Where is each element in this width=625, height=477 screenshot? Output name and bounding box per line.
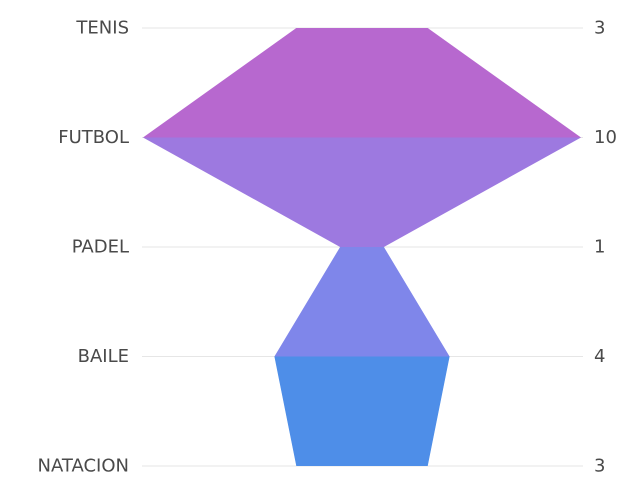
- value-label: 4: [594, 346, 605, 367]
- value-label: 3: [594, 456, 605, 477]
- category-labels: TENIS FUTBOL PADEL BAILE NATACION: [38, 18, 130, 477]
- segment-futbol-padel[interactable]: [143, 137, 581, 248]
- category-label: TENIS: [75, 18, 129, 39]
- segment-tenis-futbol[interactable]: [143, 28, 581, 138]
- category-label: FUTBOL: [58, 127, 129, 148]
- category-label: PADEL: [72, 237, 129, 258]
- segment-baile-natacion[interactable]: [274, 356, 450, 467]
- chart-segments: [143, 28, 581, 466]
- segment-padel-baile[interactable]: [274, 247, 450, 357]
- value-labels: 3 10 1 4 3: [594, 18, 617, 477]
- value-label: 1: [594, 237, 605, 258]
- value-label: 10: [594, 127, 617, 148]
- value-label: 3: [594, 18, 605, 39]
- category-label: BAILE: [78, 346, 129, 367]
- category-label: NATACION: [38, 456, 130, 477]
